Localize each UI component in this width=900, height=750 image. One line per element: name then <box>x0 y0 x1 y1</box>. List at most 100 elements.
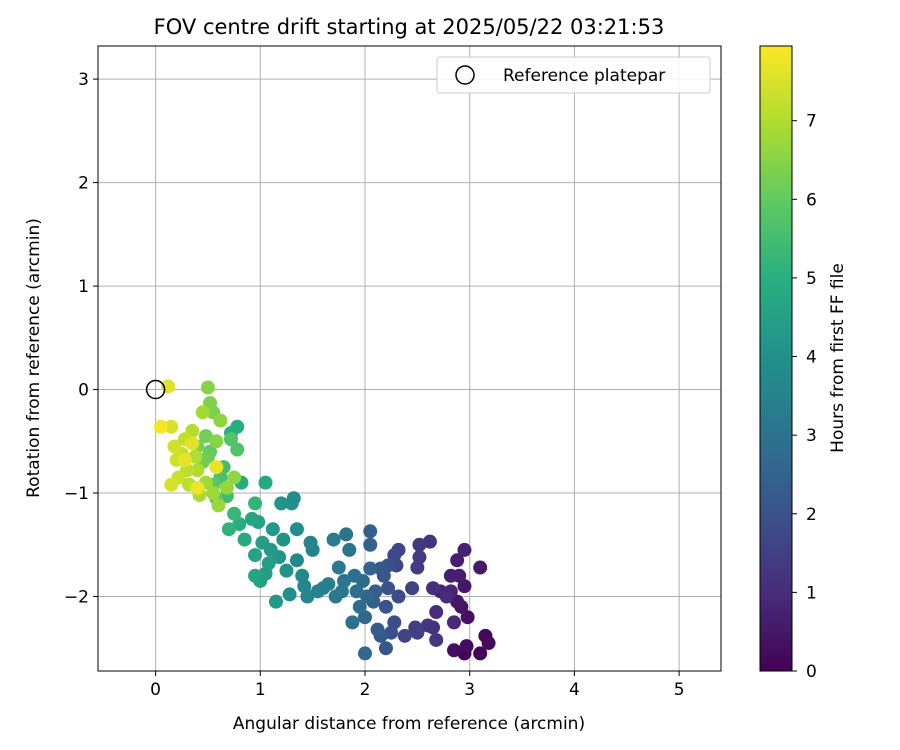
data-point <box>303 535 318 550</box>
data-point <box>223 432 238 447</box>
data-point <box>200 380 215 395</box>
data-point <box>460 610 475 625</box>
data-point <box>429 605 444 620</box>
x-tick-label: 2 <box>360 680 371 700</box>
data-point <box>269 594 283 609</box>
y-tick-label: 1 <box>78 277 89 297</box>
data-point <box>381 581 396 596</box>
data-point <box>206 486 221 501</box>
reference-marker <box>145 379 166 400</box>
data-point <box>378 641 393 656</box>
data-point <box>237 532 252 547</box>
plot-frame <box>97 45 722 672</box>
data-point <box>213 413 228 428</box>
chart-title: FOV centre drift starting at 2025/05/22 … <box>154 15 665 39</box>
data-point <box>258 475 273 490</box>
x-axis-ticks: 0 1 2 3 4 5 <box>150 671 685 700</box>
data-point <box>331 560 346 575</box>
colorbar-tick-label: 1 <box>806 583 817 603</box>
colorbar-tick-label: 2 <box>806 505 817 525</box>
data-points <box>153 379 496 661</box>
x-tick-label: 5 <box>674 680 685 700</box>
data-point <box>450 553 465 568</box>
data-point <box>289 522 304 537</box>
data-point <box>447 615 461 630</box>
colorbar-tick-label: 7 <box>806 112 817 132</box>
data-point <box>358 610 372 625</box>
data-point <box>420 618 435 633</box>
legend-box <box>436 56 711 94</box>
data-point <box>295 568 310 583</box>
data-point <box>185 436 200 451</box>
data-point <box>426 581 441 596</box>
data-point <box>373 561 388 576</box>
data-point <box>457 579 472 594</box>
colorbar-tick-label: 3 <box>806 426 817 446</box>
colorbar: 0 1 2 3 4 5 6 7 Hours from first FF file <box>759 45 848 682</box>
data-point <box>378 599 393 614</box>
data-point <box>397 628 412 643</box>
legend: Reference platepar <box>436 56 711 94</box>
data-point <box>248 568 263 583</box>
data-point <box>198 429 213 444</box>
y-tick-label: 2 <box>78 174 89 194</box>
data-point <box>429 632 444 647</box>
legend-label: Reference platepar <box>503 66 665 86</box>
y-tick-label: 0 <box>78 381 89 401</box>
x-tick-label: 3 <box>464 680 475 700</box>
data-point <box>328 589 343 604</box>
x-tick-label: 4 <box>569 680 580 700</box>
data-point <box>473 560 488 575</box>
data-point <box>339 527 354 542</box>
data-point <box>164 477 179 492</box>
data-point <box>387 548 402 563</box>
y-axis-ticks: −2 −1 0 1 2 3 <box>64 70 98 607</box>
data-point <box>347 568 362 583</box>
data-point <box>279 563 294 578</box>
data-point <box>227 506 242 521</box>
data-point <box>360 589 375 604</box>
data-point <box>221 522 236 537</box>
data-point <box>450 594 465 609</box>
data-point <box>443 568 458 583</box>
data-point <box>167 439 182 454</box>
data-point <box>391 589 406 604</box>
data-point <box>230 442 245 457</box>
data-point <box>274 496 289 511</box>
data-point <box>219 480 234 495</box>
x-tick-label: 1 <box>255 680 266 700</box>
y-tick-label: −1 <box>64 484 89 504</box>
colorbar-ticks: 0 1 2 3 4 5 6 7 <box>792 112 817 682</box>
data-point <box>326 532 341 547</box>
data-point <box>227 470 242 485</box>
data-point <box>248 496 263 511</box>
data-point <box>255 535 270 550</box>
colorbar-gradient <box>759 45 793 672</box>
y-tick-label: −2 <box>64 587 89 607</box>
data-point <box>195 405 210 420</box>
data-point <box>447 643 461 658</box>
y-tick-label: 3 <box>78 70 89 90</box>
data-point <box>248 548 263 563</box>
data-point <box>358 646 372 661</box>
data-point <box>244 511 259 526</box>
data-point <box>405 581 420 596</box>
data-point <box>363 524 378 539</box>
colorbar-label: Hours from first FF file <box>828 263 848 453</box>
data-point <box>342 542 357 557</box>
data-point <box>363 561 378 576</box>
data-point <box>345 615 360 630</box>
data-point <box>310 584 325 599</box>
data-point <box>457 542 472 557</box>
data-point <box>410 625 425 640</box>
colorbar-tick-label: 5 <box>806 269 817 289</box>
data-point <box>232 517 247 532</box>
reference-point <box>145 379 166 400</box>
data-point <box>412 537 427 552</box>
data-point <box>289 553 304 568</box>
grid <box>98 46 721 671</box>
data-point <box>284 496 299 511</box>
data-point <box>209 434 224 449</box>
y-axis-label: Rotation from reference (arcmin) <box>24 218 44 498</box>
